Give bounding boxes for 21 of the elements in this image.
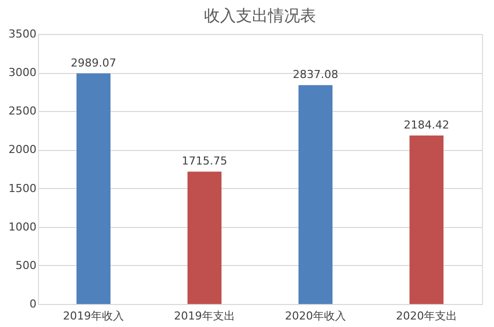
y-tick-label: 1000 bbox=[8, 220, 36, 234]
data-label: 2837.08 bbox=[292, 68, 338, 82]
chart-title: 收入支出情况表 bbox=[204, 6, 316, 25]
y-tick-label: 1500 bbox=[8, 182, 36, 195]
data-label: 2989.07 bbox=[70, 56, 116, 70]
data-label: 1715.75 bbox=[182, 154, 228, 168]
data-label: 2184.42 bbox=[404, 118, 450, 132]
y-tick-label: 2000 bbox=[8, 143, 36, 156]
y-tick-label: 3000 bbox=[8, 66, 36, 80]
x-tick-label: 2020年收入 bbox=[285, 310, 346, 322]
y-tick-label: 500 bbox=[16, 258, 36, 272]
y-tick-label: 0 bbox=[30, 298, 36, 310]
y-tick-label: 3500 bbox=[8, 28, 36, 40]
x-tick-label: 2019年支出 bbox=[174, 310, 235, 322]
bar bbox=[188, 172, 222, 304]
bar bbox=[76, 73, 110, 304]
x-tick-label: 2019年收入 bbox=[63, 310, 124, 322]
x-tick-label: 2020年支出 bbox=[396, 310, 457, 322]
bar bbox=[410, 135, 444, 304]
y-tick-label: 2500 bbox=[8, 104, 36, 118]
bar bbox=[298, 85, 332, 304]
